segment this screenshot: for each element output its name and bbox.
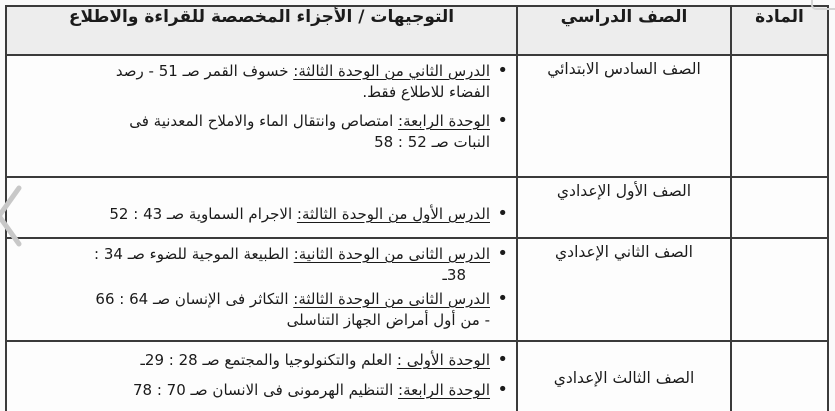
grade-cell: الصف الثاني الإعدادي (516, 237, 732, 342)
grade-cell: الصف الثالث الإعدادي (516, 340, 732, 411)
table-header-row: المادة الصف الدراسي التوجيهات / الأجزاء … (5, 5, 829, 56)
table-row: الصف الأول الإعدادي الدرس الأول من الوحدة… (5, 176, 829, 239)
subject-cell (730, 176, 829, 239)
directive-text-line2: 38ـ (442, 266, 467, 284)
directive-item: الدرس الأول من الوحدة الثالثة: الاجرام ا… (21, 203, 510, 225)
table-row: الصف الثالث الإعدادي الوحدة الأولى : العل… (5, 340, 829, 411)
column-header-grade: الصف الدراسي (516, 5, 732, 56)
directives-list: الدرس الثاني من الوحدة الثالثة: خسوف الق… (21, 60, 510, 153)
directive-text: الطبيعة الموجية للضوء صـ 34 : (94, 245, 294, 263)
directive-item: الوحدة الأولى : العلم والتكنولوجيا والمج… (21, 349, 510, 371)
directive-text: التكاثر فى الإنسان صـ 64 : 66 (95, 290, 294, 308)
directive-text-line2: الفضاء للاطلاع فقط. (362, 83, 490, 101)
scan-corner-artifact (811, 0, 835, 10)
directive-item: الدرس الثانى من الوحدة الثالثة: التكاثر … (21, 288, 510, 331)
directive-lead: الدرس الأول من الوحدة الثالثة: (296, 205, 490, 223)
directives-list: الدرس الثانى من الوحدة الثانية: الطبيعة … (21, 243, 510, 331)
directives-cell: الدرس الثانى من الوحدة الثانية: الطبيعة … (5, 237, 518, 342)
directive-item: الوحدة الرابعة: امتصاص وانتقال الماء وال… (21, 110, 510, 153)
directive-lead: الوحدة الرابعة: (398, 112, 490, 130)
directive-text: امتصاص وانتقال الماء والاملاح المعدنية ف… (129, 112, 399, 130)
subject-cell (730, 54, 829, 178)
directive-item: الدرس الثانى من الوحدة الثانية: الطبيعة … (21, 243, 510, 286)
grade-cell: الصف الأول الإعدادي (516, 176, 732, 239)
directive-text-line2: - من أول أمراض الجهاز التناسلى (286, 311, 490, 329)
directives-cell: الدرس الثاني من الوحدة الثالثة: خسوف الق… (5, 54, 518, 178)
curriculum-table: المادة الصف الدراسي التوجيهات / الأجزاء … (5, 5, 829, 411)
directives-list: الوحدة الأولى : العلم والتكنولوجيا والمج… (21, 349, 510, 401)
subject-cell (730, 237, 829, 342)
directive-text: التنظيم الهرمونى فى الانسان صـ 70 : 78 (132, 381, 399, 399)
directives-list: الدرس الأول من الوحدة الثالثة: الاجرام ا… (21, 203, 510, 225)
directive-text: العلم والتكنولوجيا والمجتمع صـ 28 : 29ـ (140, 351, 397, 369)
column-header-subject: المادة (730, 5, 829, 56)
directive-item: الدرس الثاني من الوحدة الثالثة: خسوف الق… (21, 60, 510, 103)
table-body: الصف السادس الابتدائيالدرس الثاني من الو… (5, 54, 829, 411)
directive-lead: الوحدة الأولى : (396, 351, 490, 369)
directive-lead: الدرس الثاني من الوحدة الثالثة: (293, 62, 490, 80)
directives-cell: الدرس الأول من الوحدة الثالثة: الاجرام ا… (5, 176, 518, 239)
back-chevron-icon[interactable] (0, 183, 27, 249)
table-row: الصف السادس الابتدائيالدرس الثاني من الو… (5, 54, 829, 178)
grade-cell: الصف السادس الابتدائي (516, 54, 732, 178)
directive-lead: الدرس الثانى من الوحدة الثانية: (293, 245, 490, 263)
directives-cell: الوحدة الأولى : العلم والتكنولوجيا والمج… (5, 340, 518, 411)
subject-cell (730, 340, 829, 411)
directive-lead: الدرس الثانى من الوحدة الثالثة: (293, 290, 490, 308)
directive-text-line2: النبات صـ 52 : 58 (374, 133, 490, 151)
directive-lead: الوحدة الرابعة: (398, 381, 490, 399)
directive-item: الوحدة الرابعة: التنظيم الهرمونى فى الان… (21, 379, 510, 401)
directive-text: الاجرام السماوية صـ 43 : 52 (109, 205, 297, 223)
directive-text: خسوف القمر صـ 51 - رصد (115, 62, 294, 80)
column-header-directives: التوجيهات / الأجزاء المخصصة للقراءة والا… (5, 5, 518, 56)
table-row: الصف الثاني الإعداديالدرس الثانى من الوح… (5, 237, 829, 342)
